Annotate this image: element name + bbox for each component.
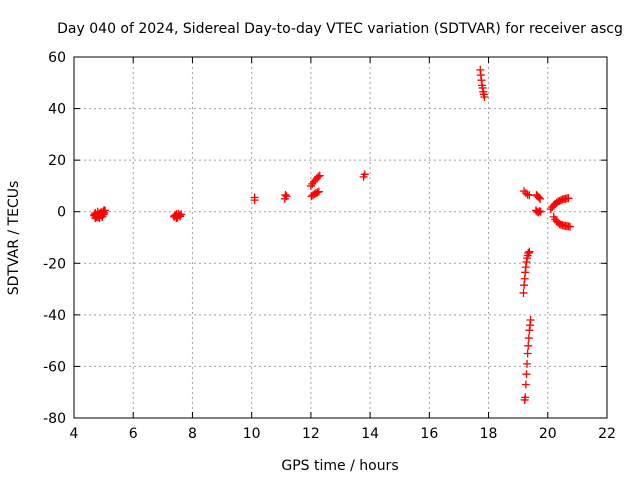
data-point [525,247,534,256]
data-point [520,187,529,196]
y-tick-label: -60 [43,359,66,375]
y-tick-label: -40 [43,308,66,324]
data-point [565,222,574,231]
x-tick-label: 6 [129,426,138,442]
data-point [525,191,534,200]
data-point [524,334,533,343]
data-point [523,359,532,368]
y-axis: -80 -60 -40 -20 0 20 40 60 [43,50,607,427]
data-point [534,193,543,202]
chart-title: Day 040 of 2024, Sidereal Day-to-day VTE… [57,21,623,37]
grid [74,57,607,418]
data-point [314,172,323,181]
data-point [536,194,545,203]
data-point [526,316,535,325]
data-point [520,395,529,404]
x-tick-label: 12 [302,426,320,442]
data-point [313,188,322,197]
x-tick-label: 16 [420,426,438,442]
y-tick-label: 20 [48,153,66,169]
y-axis-label: SDTVAR / TECUs [6,181,22,296]
x-tick-label: 20 [539,426,557,442]
plot-frame [73,56,608,419]
data-point [524,341,533,350]
data-point [521,380,530,389]
data-point [360,170,369,179]
data-point [314,187,323,196]
data-point [521,189,530,198]
data-point [522,370,531,379]
data-point [250,193,259,202]
x-tick-label: 22 [598,426,616,442]
data-point [282,192,291,201]
y-tick-label: -80 [43,411,66,427]
y-tick-label: 0 [57,205,66,221]
data-point [101,206,110,215]
data-point [523,349,532,358]
data-point [564,194,573,203]
x-tick-label: 18 [480,426,498,442]
x-tick-label: 4 [70,426,79,442]
x-tick-label: 14 [361,426,379,442]
data-series [90,65,574,404]
x-axis-label: GPS time / hours [281,458,398,474]
x-tick-label: 10 [243,426,261,442]
x-tick-label: 8 [188,426,197,442]
y-tick-label: -20 [43,256,66,272]
data-point [281,190,290,199]
y-tick-label: 60 [48,50,66,66]
data-point [315,171,324,180]
data-point [176,211,185,220]
data-point [536,207,545,216]
x-axis: 4 6 8 10 12 14 16 18 20 22 [70,57,616,442]
data-point [480,92,489,101]
y-tick-label: 40 [48,102,66,118]
data-point [519,288,528,297]
